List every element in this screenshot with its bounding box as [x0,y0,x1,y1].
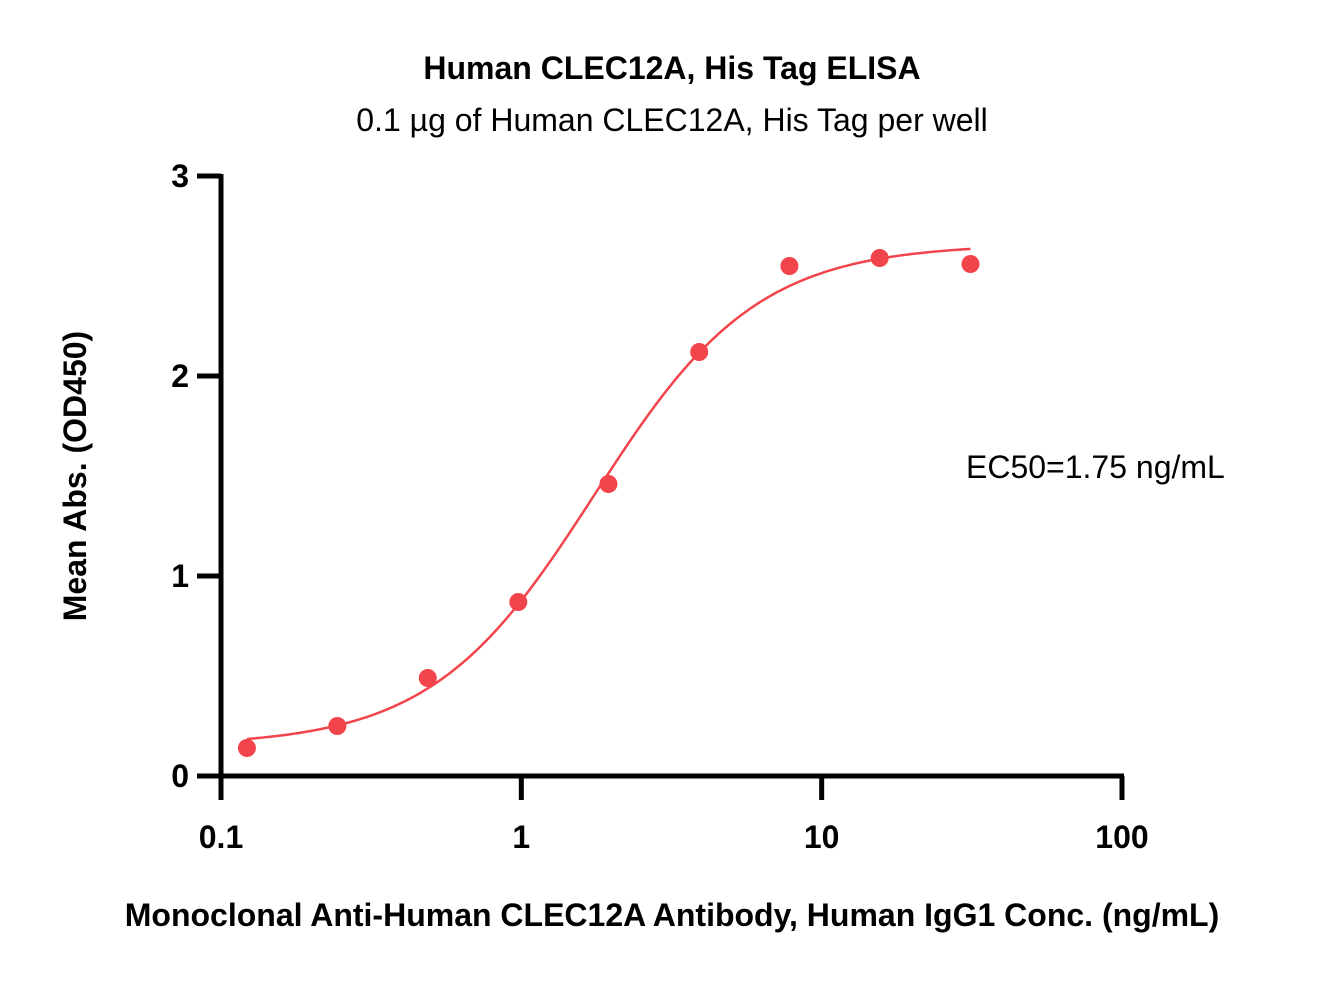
chart-subtitle: 0.1 µg of Human CLEC12A, His Tag per wel… [356,102,987,138]
ec50-annotation: EC50=1.75 ng/mL [966,449,1225,485]
x-tick-label: 1 [512,819,530,855]
data-point [780,257,799,275]
data-point [961,255,980,273]
data-point [418,669,437,687]
data-point [599,475,618,493]
y-tick-label: 0 [171,758,189,794]
x-tick-label: 100 [1095,819,1148,855]
chart-title: Human CLEC12A, His Tag ELISA [423,50,920,86]
x-axis-label: Monoclonal Anti-Human CLEC12A Antibody, … [125,897,1219,933]
y-tick-label: 1 [171,558,189,594]
y-tick-label: 3 [171,158,189,194]
y-axis-label: Mean Abs. (OD450) [57,331,93,621]
axes: 0 1 2 3 0.1 1 10 100 [171,158,1148,855]
data-point [690,343,709,361]
data-point [870,249,889,267]
y-tick-label: 2 [171,358,189,394]
x-tick-label: 10 [804,819,840,855]
fit-curve-layer [246,247,971,741]
data-points-layer [237,249,980,757]
data-point [509,593,528,611]
fit-curve [246,247,971,741]
data-point [328,717,347,735]
x-tick-label: 0.1 [199,819,243,855]
data-point [237,739,256,757]
